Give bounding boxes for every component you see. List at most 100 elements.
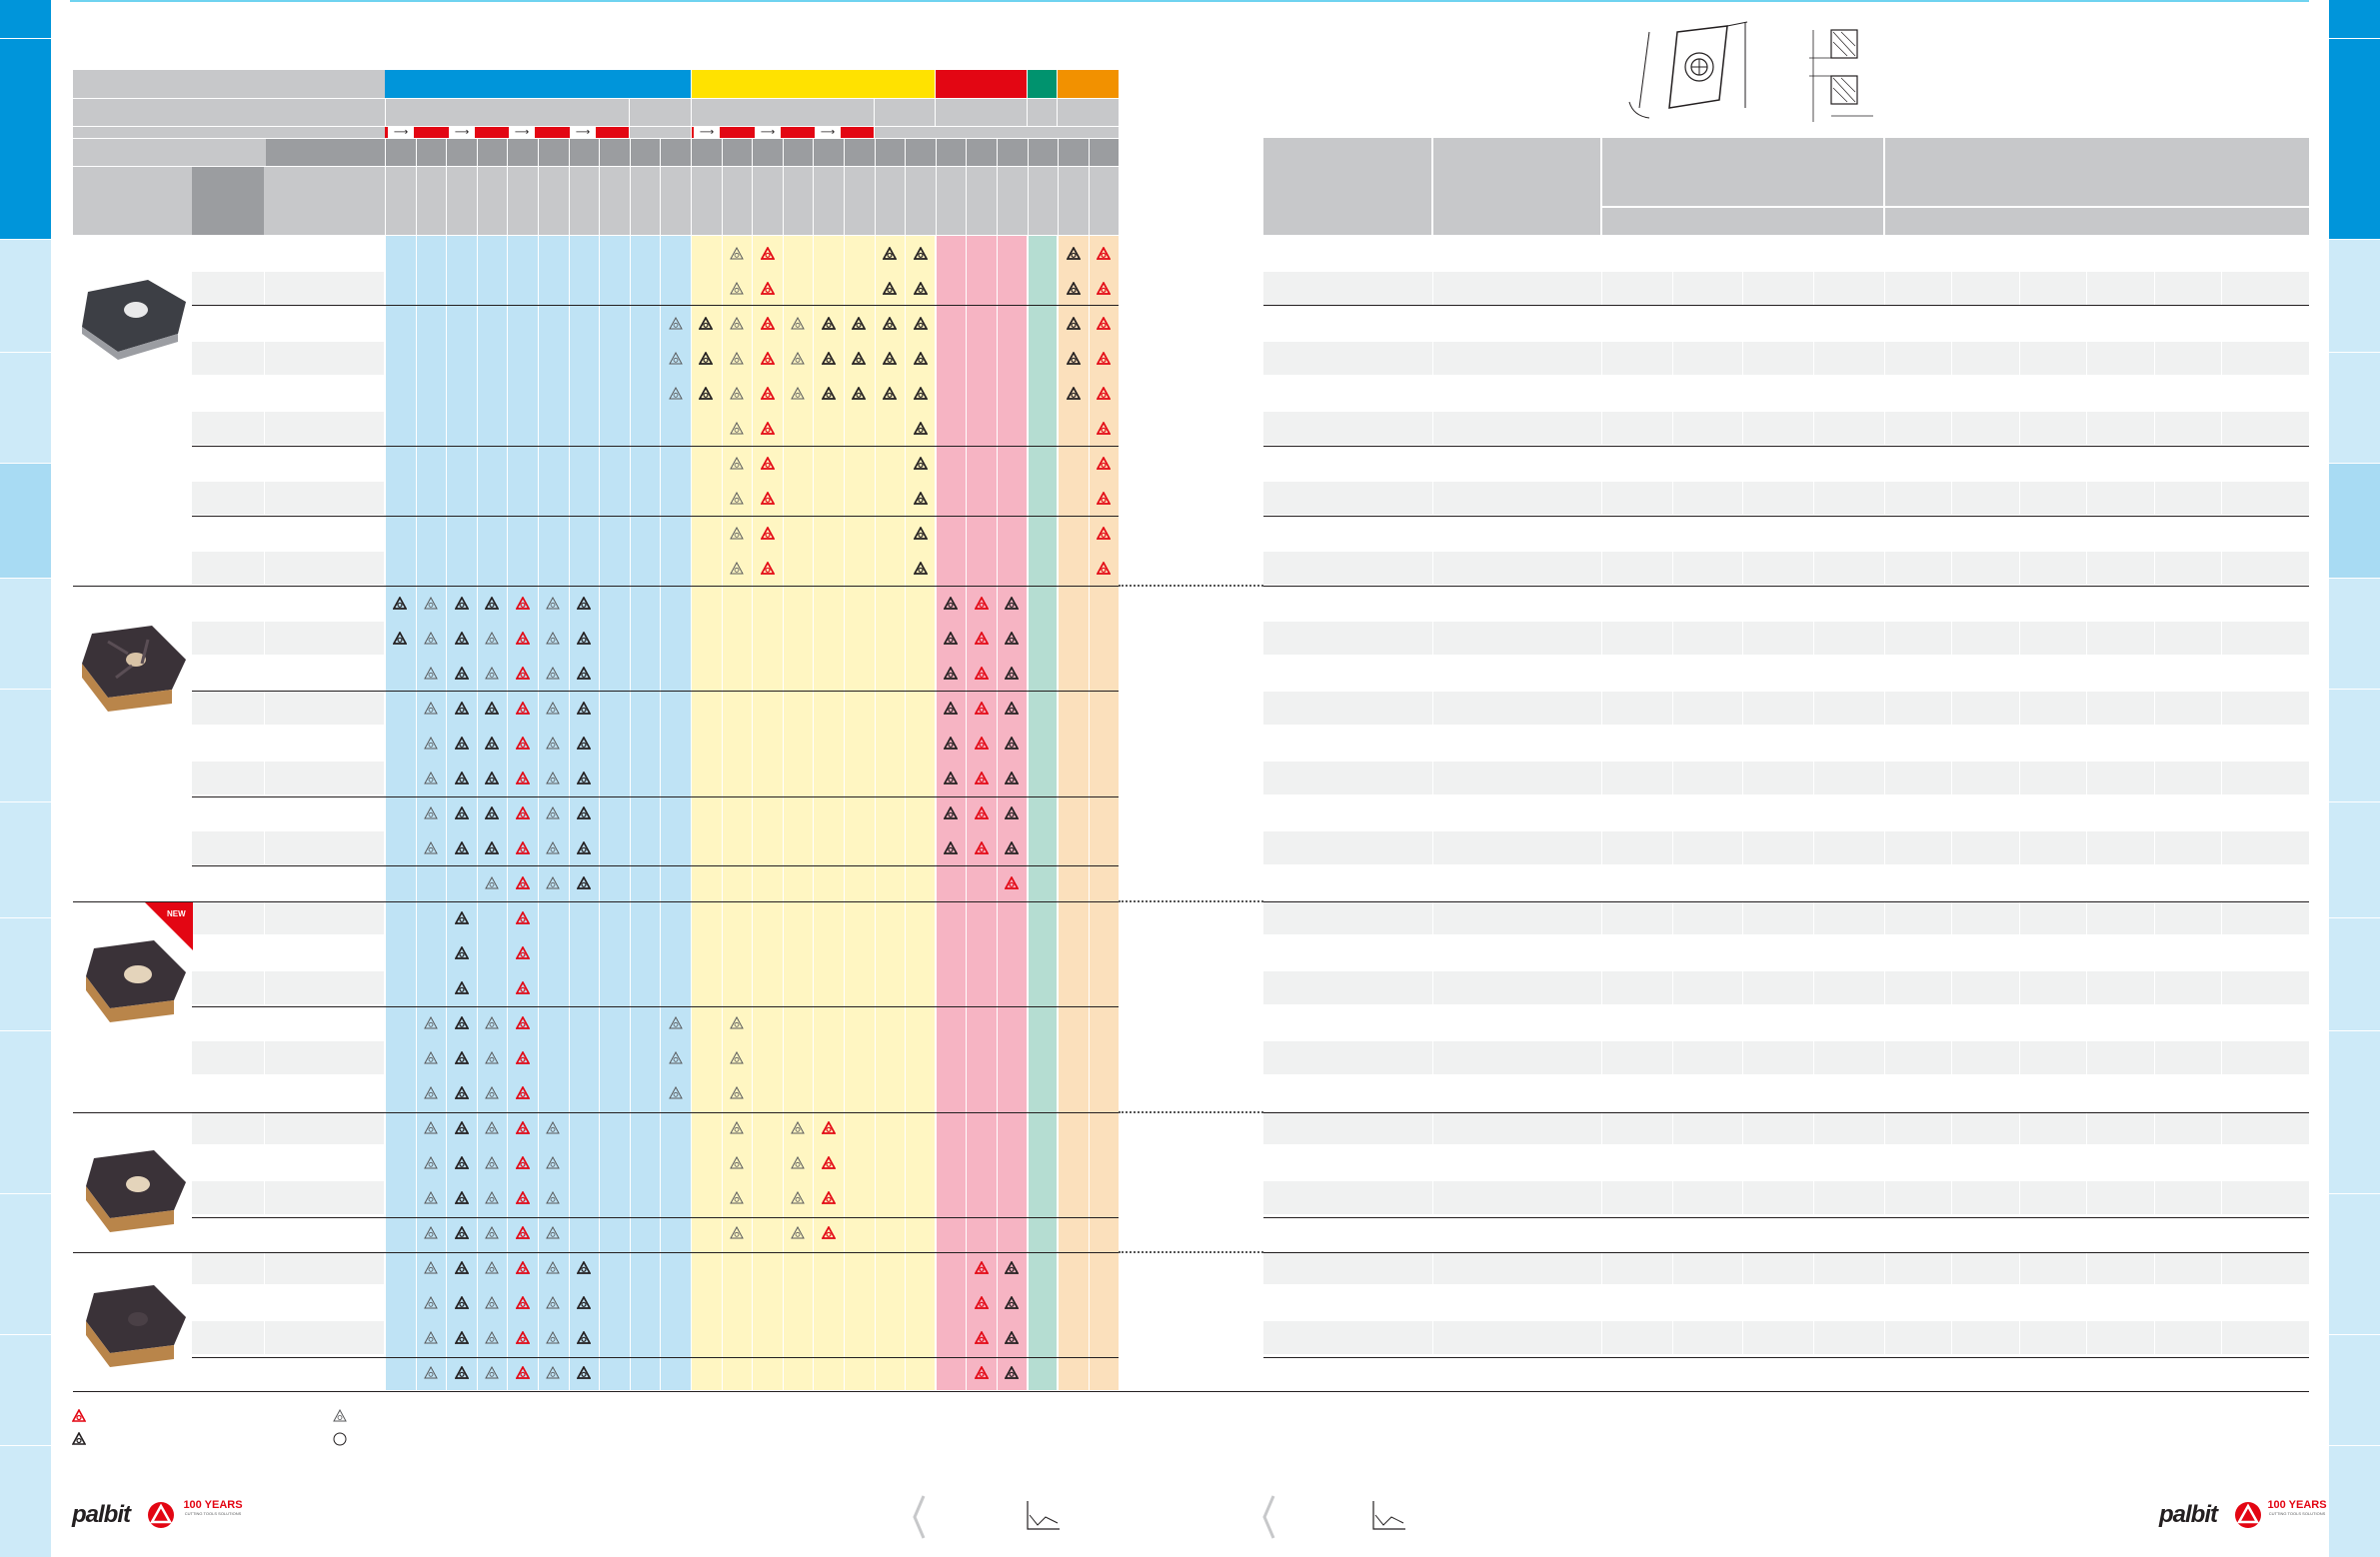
- insert-image-cnmg-4: [86, 1150, 186, 1232]
- triangle-logo-dark-icon: [914, 457, 928, 470]
- triangle-logo-red-icon: [975, 772, 989, 784]
- side-tab-11[interactable]: [0, 1194, 51, 1334]
- right-tab-11[interactable]: [2329, 1194, 2380, 1334]
- side-tab-4[interactable]: [0, 353, 51, 463]
- insert-image-cnmg-3: [86, 940, 186, 1022]
- right-tab-6[interactable]: [2329, 579, 2380, 689]
- right-tab-8[interactable]: [2329, 802, 2380, 917]
- right-tab-5[interactable]: [2329, 464, 2380, 578]
- header-row-2-divider-p: [629, 99, 630, 126]
- side-tab-5[interactable]: [0, 464, 51, 578]
- triangle-logo-dark-icon: [393, 597, 407, 610]
- right-tab-13[interactable]: [2329, 1446, 2380, 1557]
- triangle-logo-outline-icon: [730, 562, 744, 575]
- triangle-logo-outline-icon: [669, 1086, 683, 1099]
- right-tab-1[interactable]: [2329, 0, 2380, 38]
- triangle-logo-dark-icon: [914, 387, 928, 400]
- column-separator: [783, 139, 784, 1390]
- dim-row-band: [1263, 272, 2309, 305]
- triangle-logo-outline-icon: [669, 317, 683, 330]
- cutting-graph-icon[interactable]: [1024, 1499, 1062, 1533]
- header-row-2-divider-k: [1027, 99, 1028, 126]
- triangle-logo-outline-icon: [546, 876, 560, 889]
- triangle-logo-red-icon: [516, 1296, 530, 1309]
- triangle-logo-red-icon: [516, 1331, 530, 1344]
- cutting-graph-icon[interactable]: [1369, 1499, 1407, 1533]
- column-separator: [446, 139, 447, 1390]
- dim-header-group-a: [1602, 138, 1883, 206]
- triangle-logo-outline-icon: [730, 1121, 744, 1134]
- triangle-logo-red-icon: [975, 1261, 989, 1274]
- side-tab-2[interactable]: [0, 39, 51, 239]
- triangle-logo-dark-icon: [455, 1226, 469, 1239]
- insert-image-new-ribbon: [145, 902, 193, 950]
- side-tab-3[interactable]: [0, 240, 51, 352]
- insert-image-cnmg-2: [82, 626, 186, 712]
- table-row-band: [192, 1321, 384, 1354]
- triangle-logo-outline-icon: [791, 1191, 805, 1204]
- triangle-logo-dark-icon: [852, 387, 866, 400]
- triangle-logo-red-icon: [761, 562, 775, 575]
- triangle-logo-dark-icon: [914, 527, 928, 540]
- right-tab-9[interactable]: [2329, 918, 2380, 1030]
- triangle-logo-outline-icon: [333, 1409, 347, 1422]
- triangle-logo-outline-icon: [546, 1121, 560, 1134]
- side-tab-10[interactable]: [0, 1031, 51, 1193]
- triangle-logo-dark-icon: [1005, 1296, 1019, 1309]
- side-tab-9[interactable]: [0, 918, 51, 1030]
- column-separator: [630, 139, 631, 1390]
- chevron-left-icon[interactable]: [1261, 1494, 1275, 1540]
- chevron-left-icon[interactable]: [912, 1494, 926, 1540]
- triangle-logo-red-icon: [516, 1086, 530, 1099]
- triangle-logo-red-icon: [975, 632, 989, 645]
- group-line: [192, 516, 1119, 517]
- right-tab-4[interactable]: [2329, 353, 2380, 463]
- triangle-logo-outline-icon: [546, 1156, 560, 1169]
- dim-header-group-b: [1885, 138, 2309, 206]
- triangle-logo-dark-icon: [455, 737, 469, 750]
- dotted-connector: [1119, 585, 1263, 587]
- dim-row-band: [1263, 762, 2309, 794]
- dim-column-separator: [1813, 236, 1814, 1391]
- triangle-logo-red-icon: [822, 1156, 836, 1169]
- right-tab-7[interactable]: [2329, 690, 2380, 801]
- group-line: [192, 305, 1119, 306]
- side-tab-7[interactable]: [0, 690, 51, 801]
- anniversary-badge-left: 100 YEARS CUTTING TOOLS SOLUTIONS: [183, 1499, 243, 1517]
- side-tab-12[interactable]: [0, 1335, 51, 1445]
- triangle-logo-dark-icon: [1005, 667, 1019, 680]
- anniversary-text: 100 YEARS: [183, 1499, 243, 1511]
- triangle-logo-red-icon: [761, 247, 775, 260]
- triangle-logo-outline-icon: [424, 1121, 438, 1134]
- dim-column-separator: [2154, 236, 2155, 1391]
- header-group-m: [692, 70, 935, 98]
- triangle-logo-outline-icon: [485, 1121, 499, 1134]
- triangle-logo-outline-icon: [424, 1366, 438, 1379]
- triangle-logo-dark-icon: [577, 772, 591, 784]
- group-line: [192, 796, 1119, 797]
- triangle-logo-dark-icon: [1067, 352, 1081, 365]
- right-tab-10[interactable]: [2329, 1031, 2380, 1193]
- triangle-logo-dark-icon: [1005, 1261, 1019, 1274]
- side-tab-13[interactable]: [0, 1446, 51, 1557]
- circle-outline-icon: [333, 1432, 347, 1446]
- side-tab-1[interactable]: [0, 0, 51, 38]
- side-tab-6[interactable]: [0, 579, 51, 689]
- triangle-logo-dark-icon: [455, 1296, 469, 1309]
- right-tab-3[interactable]: [2329, 240, 2380, 352]
- triangle-logo-outline-icon: [546, 841, 560, 854]
- right-tab-12[interactable]: [2329, 1335, 2380, 1445]
- right-tab-2[interactable]: [2329, 39, 2380, 239]
- column-separator: [691, 139, 692, 1390]
- triangle-logo-dark-icon: [883, 317, 897, 330]
- triangle-logo-dark-icon: [72, 1432, 86, 1445]
- triangle-logo-dark-icon: [577, 667, 591, 680]
- group-line: [192, 446, 1119, 447]
- triangle-logo-red-icon: [1097, 352, 1111, 365]
- triangle-logo-dark-icon: [577, 632, 591, 645]
- triangle-logo-red-icon: [761, 387, 775, 400]
- arrow-strip-filler-b: [630, 127, 691, 138]
- arrow-right-icon: ⟶: [449, 127, 475, 138]
- column-separator: [416, 139, 417, 1390]
- side-tab-8[interactable]: [0, 802, 51, 917]
